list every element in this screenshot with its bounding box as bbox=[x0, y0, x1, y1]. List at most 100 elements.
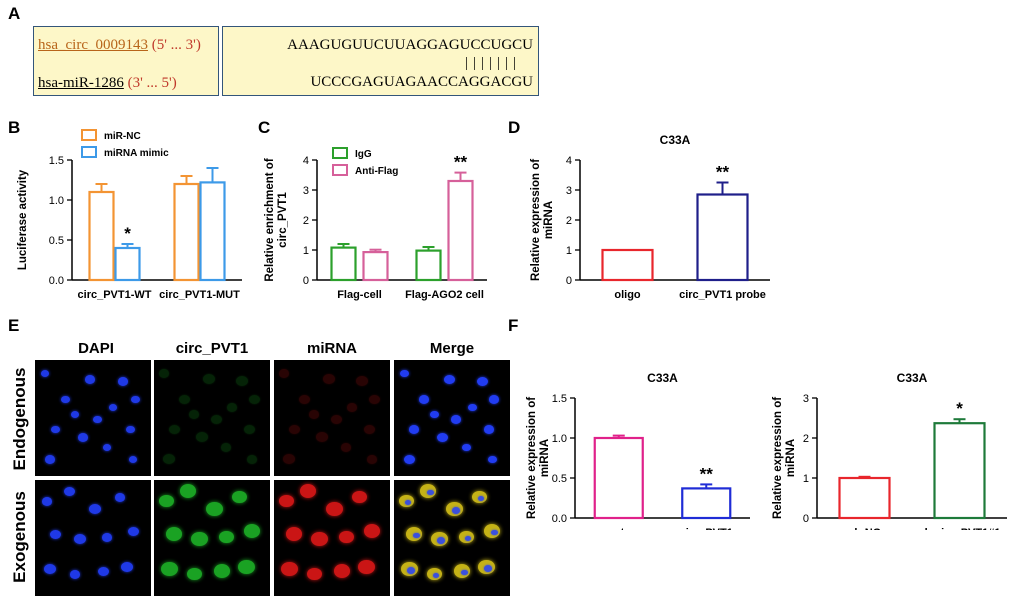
chart-c-bar bbox=[415, 249, 442, 282]
sequence-name-box: hsa_circ_0009143 (5' ... 3') hsa-miR-128… bbox=[33, 26, 219, 96]
panel-label-b: B bbox=[8, 118, 21, 137]
cell-spot bbox=[283, 454, 295, 465]
cell-spot bbox=[484, 565, 492, 572]
cell-spot bbox=[356, 376, 368, 387]
chart-b-legend-swatch bbox=[81, 146, 97, 158]
micro-exo-merge bbox=[394, 480, 510, 596]
mir-label: hsa-miR-1286 (3' ... 5') bbox=[38, 75, 177, 92]
chart-f1-bar bbox=[593, 436, 644, 520]
cell-spot bbox=[325, 501, 343, 516]
chart-b-bar bbox=[173, 182, 200, 282]
micro-endo-dapi bbox=[35, 360, 151, 476]
chart-b-category-label: circ_PVT1-WT bbox=[78, 289, 152, 301]
cell-spot bbox=[97, 566, 109, 576]
cell-spot bbox=[399, 369, 409, 378]
panel-label-a: A bbox=[8, 4, 21, 23]
chart-f1-y-title-line: Relative expression of bbox=[526, 397, 538, 519]
cell-spot bbox=[221, 443, 231, 452]
cell-spot bbox=[278, 494, 294, 508]
chart-b-y-tick-label: 0.0 bbox=[49, 275, 64, 287]
cell-spot bbox=[125, 425, 135, 434]
cell-spot bbox=[243, 424, 255, 434]
chart-d-title: C33A bbox=[660, 133, 691, 147]
cell-spot bbox=[121, 562, 133, 573]
cell-spot bbox=[129, 456, 137, 463]
chart-d-y-tick-label: 2 bbox=[566, 215, 572, 227]
chart-c-bar bbox=[330, 246, 357, 282]
chart-d-bar bbox=[696, 193, 749, 282]
chart-b-y-tick-label: 0.5 bbox=[49, 235, 64, 247]
cell-spot bbox=[159, 369, 169, 378]
cell-spot bbox=[436, 432, 448, 442]
cell-spot bbox=[351, 490, 367, 504]
cell-spot bbox=[227, 403, 237, 412]
chart-d-bar bbox=[601, 248, 654, 282]
chart-c-legend-swatch bbox=[332, 164, 348, 176]
chart-c-legend-label: IgG bbox=[355, 149, 372, 160]
cell-spot bbox=[231, 490, 247, 504]
chart-f2-bar bbox=[933, 422, 986, 520]
chart-b-y-title: Luciferase activity bbox=[17, 169, 29, 270]
chart-f1-bar bbox=[681, 487, 732, 520]
cell-spot bbox=[42, 497, 52, 506]
cell-spot bbox=[316, 432, 328, 443]
chart-d-y-tick-label: 4 bbox=[566, 155, 572, 167]
cell-spot bbox=[166, 527, 182, 541]
chart-d-y-tick-label: 0 bbox=[566, 275, 572, 287]
cell-spot bbox=[63, 486, 75, 496]
chart-f1-category-label: vector bbox=[602, 527, 636, 530]
panel-label-e: E bbox=[8, 316, 20, 335]
cell-spot bbox=[419, 395, 429, 404]
chart-d-y-title-line: Relative expression of bbox=[530, 159, 542, 281]
micro-exo-mirna bbox=[274, 480, 390, 596]
chart-b-y-tick-label: 1.5 bbox=[49, 155, 64, 167]
chart-b-bar bbox=[114, 246, 141, 282]
cell-spot bbox=[310, 531, 328, 546]
chart-c-y-tick-label: 4 bbox=[303, 155, 309, 167]
cell-spot bbox=[460, 569, 468, 576]
cell-spot bbox=[236, 376, 248, 387]
chart-b-y-title-line: Luciferase activity bbox=[17, 169, 29, 270]
cell-spot bbox=[300, 484, 316, 498]
panel-label-c: C bbox=[258, 118, 271, 137]
cell-spot bbox=[489, 395, 499, 404]
cell-spot bbox=[323, 374, 335, 385]
chart-b: 0.0 0.5 1.0 1.5 Luciferase activity circ_PVT1… bbox=[17, 129, 242, 301]
chart-f1-y-tick-label: 0.5 bbox=[552, 473, 567, 485]
chart-b-bar bbox=[88, 190, 115, 282]
chart-f2-y-title-line: miRNA bbox=[785, 439, 797, 477]
circ-sequence: AAAGUGUUCUUAGGAGUCCUGCU bbox=[287, 37, 533, 53]
cell-spot bbox=[452, 507, 460, 514]
cell-spot bbox=[50, 425, 60, 434]
panel-label-f: F bbox=[508, 316, 519, 335]
chart-d-category-label: circ_PVT1 probe bbox=[679, 289, 766, 301]
chart-f1-y-tick-label: 1.0 bbox=[552, 433, 567, 445]
chart-d-y-title: Relative expression ofmiRNA bbox=[530, 159, 555, 281]
cell-spot bbox=[476, 376, 488, 386]
chart-f2-y-tick-label: 2 bbox=[803, 433, 809, 445]
cell-spot bbox=[451, 415, 461, 424]
cell-spot bbox=[429, 410, 439, 419]
chart-f2-y-tick-label: 1 bbox=[803, 473, 809, 485]
cell-spot bbox=[218, 530, 234, 544]
cell-spot bbox=[409, 425, 419, 434]
micro-exo-circ bbox=[154, 480, 270, 596]
chart-d-y-tick-label: 1 bbox=[566, 245, 572, 257]
cell-spot bbox=[368, 394, 380, 404]
chart-b-y-tick-label: 1.0 bbox=[49, 195, 64, 207]
chart-c-significance: ** bbox=[454, 153, 468, 172]
cell-spot bbox=[247, 455, 257, 464]
cell-spot bbox=[244, 524, 260, 538]
cell-spot bbox=[109, 404, 117, 411]
chart-b-legend-label: miRNA mimic bbox=[104, 148, 169, 159]
row-label-endogenous: Endogenous bbox=[10, 367, 29, 471]
cell-spot bbox=[49, 529, 61, 539]
col-title-circ: circ_PVT1 bbox=[175, 340, 249, 357]
cell-spot bbox=[412, 532, 420, 539]
cell-spot bbox=[467, 403, 477, 412]
cell-spot bbox=[180, 484, 196, 498]
cell-spot bbox=[407, 567, 415, 574]
chart-c-bar bbox=[362, 251, 389, 282]
cell-spot bbox=[89, 504, 101, 515]
